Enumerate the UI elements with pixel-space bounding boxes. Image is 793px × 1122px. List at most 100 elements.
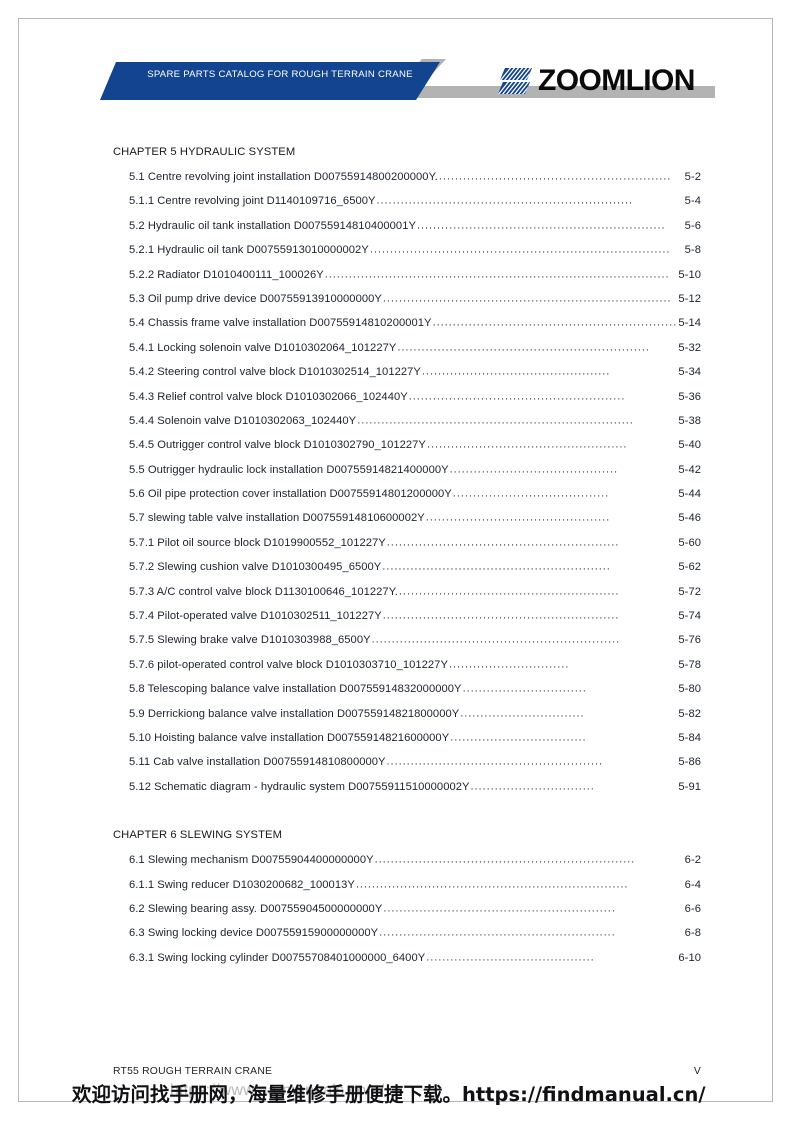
toc-entry-leader-dots: ........................................… xyxy=(382,609,620,622)
toc-entry-page-number: 5-80 xyxy=(678,683,701,696)
toc-entry[interactable]: 5.2.2 Radiator D1010400111_100026Y......… xyxy=(129,268,701,281)
toc-entry-label: 5.1 Centre revolving joint installation … xyxy=(129,171,438,183)
toc-entry[interactable]: 5.12 Schematic diagram - hydraulic syste… xyxy=(129,780,701,793)
page-footer: RT55 ROUGH TERRAIN CRANE V xyxy=(113,1066,701,1077)
toc-entry[interactable]: 5.7.2 Slewing cushion valve D1010300495_… xyxy=(129,560,701,574)
toc-entry[interactable]: 5.4.2 Steering control valve block D1010… xyxy=(129,365,701,379)
footer-source-url: https://www.aa-manuals.com/ xyxy=(170,1082,385,1099)
toc-entry-label: 6.2 Slewing bearing assy. D0075590450000… xyxy=(129,902,383,915)
toc-entry-leader-dots: ........................................… xyxy=(426,438,628,451)
toc-entry[interactable]: 5.3 Oil pump drive device D0075591391000… xyxy=(129,292,701,305)
toc-entry-label: 5.5 Outrigger hydraulic lock installatio… xyxy=(129,463,449,476)
toc-entry[interactable]: 5.7.1 Pilot oil source block D1019900552… xyxy=(129,536,701,549)
toc-entry-page-number: 5-38 xyxy=(678,414,701,427)
footer-page-number: V xyxy=(693,1066,701,1077)
toc-entry-label: 5.7.6 pilot-operated control valve block… xyxy=(129,658,448,671)
toc-entry-label: 5.4.3 Relief control valve block D101030… xyxy=(129,390,408,403)
chapter-heading: CHAPTER 6 SLEWING SYSTEM xyxy=(113,829,282,842)
toc-entry-page-number: 5-78 xyxy=(678,658,701,671)
toc-entry-page-number: 5-62 xyxy=(678,561,701,574)
toc-entry-label: 5.11 Cab valve installation D00755914810… xyxy=(129,756,386,769)
toc-entry[interactable]: 5.7.5 Slewing brake valve D1010303988_65… xyxy=(129,633,701,647)
header-blue-banner xyxy=(100,62,440,100)
toc-entry-page-number: 6-4 xyxy=(684,878,701,891)
toc-entry[interactable]: 6.3.1 Swing locking cylinder D0075570840… xyxy=(129,951,701,964)
toc-entry-page-number: 5-40 xyxy=(678,439,701,452)
toc-entry[interactable]: 5.1 Centre revolving joint installation … xyxy=(129,170,701,184)
toc-entry-label: 5.7.3 A/C control valve block D113010064… xyxy=(129,585,398,598)
toc-entry[interactable]: 5.4.1 Locking solenoin valve D1010302064… xyxy=(129,341,701,354)
toc-entry-page-number: 5-14 xyxy=(678,317,701,330)
toc-entry-leader-dots: ............................... xyxy=(470,780,595,793)
toc-entry[interactable]: 5.2.1 Hydraulic oil tank D00755913010000… xyxy=(129,244,701,257)
toc-entry[interactable]: 5.4.3 Relief control valve block D101030… xyxy=(129,390,701,403)
toc-entry-leader-dots: ........................................… xyxy=(382,560,611,573)
toc-entry-page-number: 5-34 xyxy=(678,366,701,379)
toc-entry-page-number: 5-91 xyxy=(678,780,701,793)
toc-entry-page-number: 5-32 xyxy=(678,341,701,354)
toc-entry-leader-dots: ........................................… xyxy=(432,316,678,329)
toc-entry[interactable]: 5.4.5 Outrigger control valve block D101… xyxy=(129,438,701,452)
toc-entry[interactable]: 6.1.1 Swing reducer D1030200682_100013Y.… xyxy=(129,878,701,891)
toc-entry[interactable]: 5.11 Cab valve installation D00755914810… xyxy=(129,756,701,769)
toc-entry-leader-dots: ........................................… xyxy=(425,511,611,524)
toc-entry[interactable]: 5.5 Outrigger hydraulic lock installatio… xyxy=(129,463,701,476)
toc-entry-leader-dots: ........................................… xyxy=(421,365,611,378)
toc-entry-page-number: 5-46 xyxy=(678,512,701,525)
toc-entry-page-number: 6-2 xyxy=(684,854,701,867)
toc-entry-label: 6.3 Swing locking device D00755915900000… xyxy=(129,927,379,940)
toc-entry[interactable]: 6.2 Slewing bearing assy. D0075590450000… xyxy=(129,902,701,915)
toc-entry-leader-dots: ............................... xyxy=(462,682,587,695)
toc-entry-label: 5.2 Hydraulic oil tank installation D007… xyxy=(129,219,416,232)
toc-entry[interactable]: 5.8 Telescoping balance valve installati… xyxy=(129,682,701,696)
toc-entry[interactable]: 5.2 Hydraulic oil tank installation D007… xyxy=(129,219,701,232)
toc-entry-label: 5.4.1 Locking solenoin valve D1010302064… xyxy=(129,341,397,354)
toc-entry[interactable]: 5.6 Oil pipe protection cover installati… xyxy=(129,488,701,501)
toc-entry[interactable]: 5.7.3 A/C control valve block D113010064… xyxy=(129,585,701,598)
toc-entry-label: 5.2.1 Hydraulic oil tank D00755913010000… xyxy=(129,244,369,257)
toc-entry[interactable]: 5.4 Chassis frame valve installation D00… xyxy=(129,316,701,330)
toc-entry-leader-dots: ........................................… xyxy=(449,463,618,476)
toc-entry-page-number: 6-10 xyxy=(678,951,701,964)
toc-entry-page-number: 5-84 xyxy=(678,731,701,744)
toc-entry-label: 5.7.2 Slewing cushion valve D1010300495_… xyxy=(129,561,382,574)
toc-entry-label: 5.4.2 Steering control valve block D1010… xyxy=(129,366,421,379)
toc-entry[interactable]: 5.7.6 pilot-operated control valve block… xyxy=(129,658,701,671)
toc-entry-label: 5.8 Telescoping balance valve installati… xyxy=(129,683,462,696)
toc-entry-page-number: 5-60 xyxy=(678,536,701,549)
toc-entry-page-number: 5-10 xyxy=(678,268,701,281)
toc-entry-leader-dots: ........................................… xyxy=(357,414,634,427)
footer-watermark: 欢迎访问找手册网，海量维修手册便捷下载。https://findmanual.c… xyxy=(72,1083,706,1106)
footer-document-title: RT55 ROUGH TERRAIN CRANE xyxy=(113,1066,273,1077)
chapter-heading: CHAPTER 5 HYDRAULIC SYSTEM xyxy=(113,146,296,158)
toc-entry-label: 6.1.1 Swing reducer D1030200682_100013Y xyxy=(129,878,355,891)
toc-entry[interactable]: 5.1.1 Centre revolving joint D1140109716… xyxy=(129,195,701,208)
toc-entry-leader-dots: ........................................… xyxy=(398,585,620,598)
toc-entry[interactable]: 6.1 Slewing mechanism D00755904400000000… xyxy=(129,854,701,867)
toc-entry[interactable]: 5.7 slewing table valve installation D00… xyxy=(129,511,701,525)
toc-entry-leader-dots: .................................. xyxy=(450,731,587,744)
toc-entry[interactable]: 5.4.4 Solenoin valve D1010302063_102440Y… xyxy=(129,414,701,427)
toc-entry-leader-dots: ........................................… xyxy=(386,536,620,549)
toc-entry[interactable]: 5.10 Hoisting balance valve installation… xyxy=(129,731,701,744)
toc-entry-label: 5.3 Oil pump drive device D0075591391000… xyxy=(129,292,382,305)
toc-entry-page-number: 6-8 xyxy=(684,927,701,940)
zoomlion-logo: ZOOMLION xyxy=(498,62,695,100)
toc-entry-leader-dots: ........................................… xyxy=(408,390,626,403)
toc-entry-leader-dots: ........................................… xyxy=(324,268,670,281)
toc-entry[interactable]: 6.3 Swing locking device D00755915900000… xyxy=(129,927,701,940)
toc-entry-page-number: 5-82 xyxy=(678,707,701,720)
toc-entry-page-number: 5-86 xyxy=(678,756,701,769)
toc-entry-label: 5.7.1 Pilot oil source block D1019900552… xyxy=(129,536,386,549)
toc-entry-label: 5.7.4 Pilot-operated valve D1010302511_1… xyxy=(129,610,382,623)
toc-entry-label: 5.4.5 Outrigger control valve block D101… xyxy=(129,439,426,452)
toc-entry-leader-dots: ........................................… xyxy=(438,170,672,183)
toc-entry-page-number: 5-12 xyxy=(678,292,701,305)
toc-entry-leader-dots: ........................................… xyxy=(382,292,672,305)
toc-entry-label: 6.3.1 Swing locking cylinder D0075570840… xyxy=(129,951,426,964)
toc-entry-leader-dots: ........................................… xyxy=(371,633,621,646)
toc-entry[interactable]: 5.9 Derrickiong balance valve installati… xyxy=(129,707,701,720)
toc-entry-page-number: 6-6 xyxy=(684,902,701,915)
toc-entry-page-number: 5-4 xyxy=(684,195,701,208)
toc-entry[interactable]: 5.7.4 Pilot-operated valve D1010302511_1… xyxy=(129,609,701,623)
